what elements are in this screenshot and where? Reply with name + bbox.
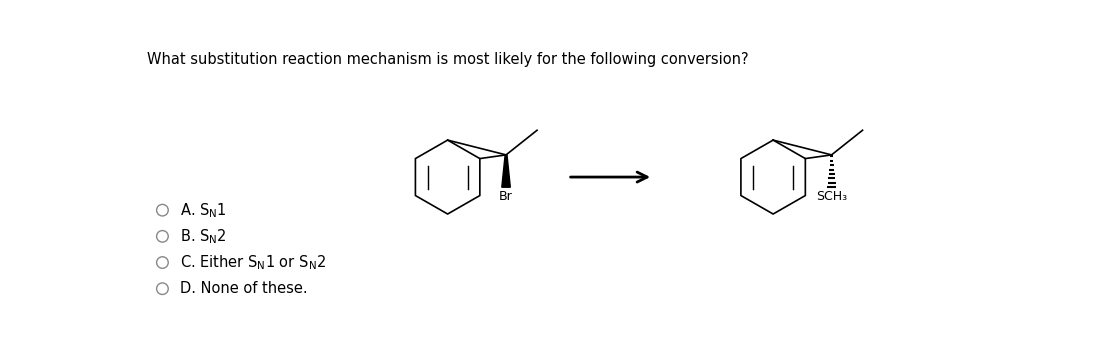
Text: Br: Br (499, 190, 513, 203)
Text: C. Either $\mathrm{S_N1}$ or $\mathrm{S_N2}$: C. Either $\mathrm{S_N1}$ or $\mathrm{S_… (181, 253, 326, 272)
Text: B. $\mathrm{S_N2}$: B. $\mathrm{S_N2}$ (181, 227, 227, 246)
Polygon shape (502, 155, 511, 187)
Text: A. $\mathrm{S_N1}$: A. $\mathrm{S_N1}$ (181, 201, 227, 219)
Text: D. None of these.: D. None of these. (181, 281, 308, 296)
Text: SCH₃: SCH₃ (816, 190, 847, 203)
Text: What substitution reaction mechanism is most likely for the following conversion: What substitution reaction mechanism is … (146, 52, 749, 67)
